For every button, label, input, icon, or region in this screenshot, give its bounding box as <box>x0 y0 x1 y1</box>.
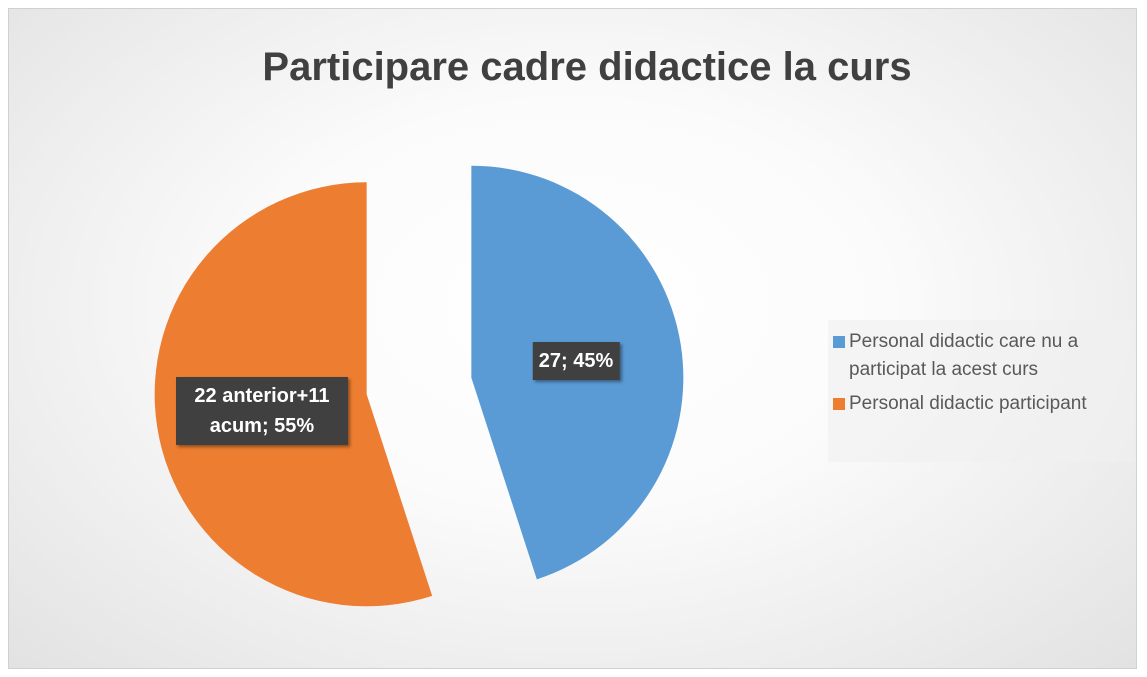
legend-item: Personal didactic care nu a participat l… <box>833 328 1133 384</box>
legend-swatch <box>833 336 845 348</box>
legend: Personal didactic care nu a participat l… <box>828 320 1135 462</box>
data-label: 27; 45% <box>532 342 620 381</box>
legend-label: Personal didactic care nu a participat l… <box>849 331 1079 380</box>
legend-label: Personal didactic participant <box>849 393 1087 414</box>
data-label: 22 anterior+11 acum; 55% <box>175 376 348 445</box>
legend-swatch <box>833 398 845 410</box>
legend-item: Personal didactic participant <box>833 390 1133 418</box>
chart-title: Participare cadre didactice la curs <box>262 45 911 89</box>
